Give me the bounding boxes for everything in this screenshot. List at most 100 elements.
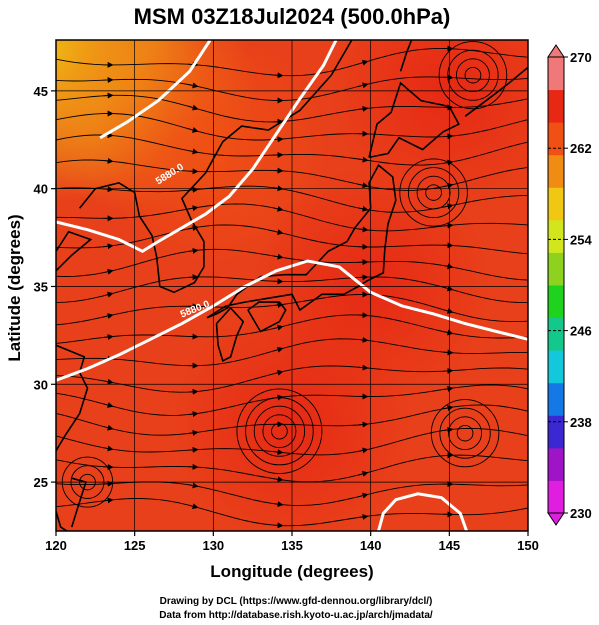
streamline-arrow [103, 291, 114, 298]
streamline-arrow [357, 205, 369, 212]
streamline-arrow [188, 446, 199, 453]
colorbar-tick-label: 238 [570, 415, 592, 430]
streamline-arrow [188, 186, 199, 193]
streamline-arrow [442, 426, 454, 433]
streamline-arrow [443, 349, 454, 356]
streamline-arrow [103, 268, 114, 275]
streamline-arrow [103, 445, 114, 452]
colorbar-tick-label: 246 [570, 324, 592, 339]
streamline-arrow [273, 253, 284, 260]
eddy-streamline [236, 388, 323, 474]
streamline-arrow [442, 222, 454, 229]
streamline-arrow [358, 421, 369, 428]
eddy-streamline [271, 422, 288, 440]
eddy-streamline [447, 49, 499, 101]
streamline-arrow [103, 313, 114, 319]
colorbar-tick-label: 254 [570, 232, 592, 247]
y-tick-label: 40 [34, 182, 48, 197]
x-axis-label: Longitude (degrees) [210, 562, 373, 581]
streamline-arrow [273, 302, 284, 309]
eddy-streamline [430, 399, 500, 468]
streamline-arrow [103, 157, 114, 164]
streamline-arrow [358, 312, 369, 319]
streamline-arrow [188, 225, 199, 232]
colorbar: 230 238 246 254 262 270 [547, 44, 592, 526]
contour-line [377, 492, 469, 531]
eddy-streamline [245, 397, 314, 466]
grid-lines [56, 40, 528, 531]
colorbar-segment [548, 317, 564, 351]
streamline-arrow [273, 369, 284, 376]
coastline [215, 306, 245, 362]
colorbar-segment [548, 187, 564, 221]
streamline-arrow [188, 82, 199, 89]
streamline-arrow [273, 501, 284, 508]
streamline-arrow [188, 388, 199, 395]
streamline-arrow [103, 378, 114, 385]
streamline-arrow [272, 346, 284, 353]
streamline-arrow [357, 471, 369, 477]
x-axis-ticks: 120 125 130 135 140 145 150 [45, 531, 539, 553]
colorbar-tick-label: 230 [570, 506, 592, 521]
streamline-arrow [442, 285, 454, 292]
streamline-arrow [188, 205, 199, 212]
streamline-arrow [273, 229, 284, 235]
streamline-arrow [188, 148, 199, 155]
streamline-arrow [188, 127, 199, 133]
streamline-arrow [442, 385, 454, 392]
streamline-arrow [188, 503, 199, 510]
y-tick-label: 35 [34, 279, 48, 294]
streamline-arrow [358, 105, 369, 112]
colorbar-segment [548, 382, 564, 416]
colorbar-segment [548, 285, 564, 319]
eddy-streamline [253, 405, 306, 457]
chart-title: MSM 03Z18Jul2024 (500.0hPa) [134, 4, 451, 29]
streamline-arrow [357, 182, 369, 189]
y-axis-ticks: 25 30 35 40 45 [34, 84, 56, 490]
x-tick-label: 125 [124, 538, 146, 553]
eddy-streamline [399, 158, 468, 227]
streamline-arrow [273, 449, 284, 456]
field-blob [329, 40, 528, 211]
eddy-streamline [407, 167, 460, 219]
colorbar-segment [548, 447, 564, 481]
eddy-streamline [439, 407, 491, 459]
streamline-arrow [442, 182, 454, 189]
x-tick-label: 145 [438, 538, 460, 553]
streamline-arrow [273, 205, 284, 212]
streamline-arrow [443, 367, 454, 374]
streamline-arrow [442, 159, 454, 166]
y-axis-label: Latitude (degrees) [5, 214, 24, 361]
streamline-arrow [188, 104, 199, 111]
streamline-arrow [357, 59, 369, 66]
streamline-arrow [358, 513, 369, 520]
credit-drawing: Drawing by DCL (https://www.gfd-dennou.o… [160, 596, 433, 607]
y-tick-label: 30 [34, 377, 48, 392]
contour-line [56, 40, 338, 254]
x-tick-label: 120 [45, 538, 67, 553]
streamline-arrow [358, 156, 369, 163]
streamline-arrow [273, 476, 284, 483]
eddy-streamline [438, 41, 508, 110]
streamline-arrow [357, 447, 369, 454]
streamline-arrow [442, 405, 454, 411]
eddy-streamline [448, 416, 483, 451]
contour-line [99, 40, 212, 140]
streamline-arrow [273, 72, 284, 79]
colorbar-segment [548, 219, 564, 253]
credit-data: Data from http://database.rish.kyoto-u.a… [159, 610, 433, 621]
streamline-arrow [442, 203, 454, 210]
streamline-arrow [358, 226, 369, 233]
eddy-streamline [464, 66, 482, 84]
coastline [368, 81, 460, 159]
colorbar-segment [548, 480, 564, 514]
streamline-arrow [103, 243, 114, 250]
colorbar-segment [548, 350, 564, 384]
eddy-streamline [455, 58, 490, 93]
streamline-arrow [443, 133, 454, 140]
streamline-arrow [273, 522, 284, 529]
coastline [78, 40, 353, 294]
x-tick-label: 135 [281, 538, 303, 553]
y-tick-label: 25 [34, 475, 48, 490]
